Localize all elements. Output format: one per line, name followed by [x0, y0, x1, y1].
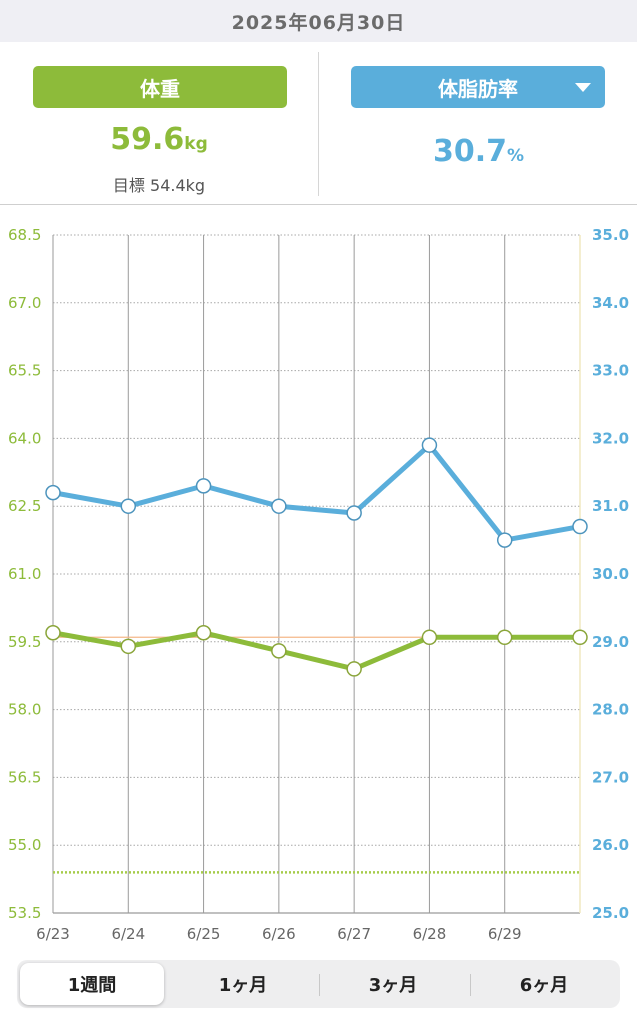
bodyfat-data-point [421, 437, 438, 453]
bodyfat-data-point [195, 478, 212, 494]
left-tick-label: 55.0 [8, 836, 41, 854]
target-weight: 目標 54.4kg [112, 176, 206, 195]
right-tick-label: 28.0 [592, 701, 629, 719]
left-tick-label: 59.5 [8, 633, 41, 651]
bodyfat-unit: % [506, 146, 525, 166]
bodyfat-data-point [45, 484, 61, 501]
weight-series-line [50, 630, 583, 672]
bodyfat-data-point [572, 518, 588, 535]
tab-label: 1ヶ月 [218, 975, 268, 996]
tab-separator [319, 974, 320, 996]
tab-label: 3ヶ月 [368, 975, 418, 996]
right-tick-label: 34.0 [592, 294, 629, 312]
tab-label: 1週間 [67, 975, 117, 996]
left-tick-label: 53.5 [8, 904, 41, 922]
left-tick-label: 61.0 [8, 565, 41, 583]
tab-separator [470, 974, 471, 996]
date-label: 2025年06月30日 [231, 11, 406, 34]
weight-data-point [496, 629, 513, 646]
left-tick-label: 67.0 [8, 294, 41, 312]
right-tick-label: 25.0 [592, 904, 629, 922]
bodyfat-button-label: 体脂肪率 [438, 76, 518, 101]
weight-unit: kg [184, 134, 208, 154]
left-tick-label: 64.0 [8, 429, 41, 447]
chevron-down-icon [575, 83, 591, 92]
tab-1-week[interactable]: 1週間 [20, 963, 164, 1005]
tab-label: 6ヶ月 [519, 975, 569, 996]
weight-panel: 体重 59.6kg 目標 54.4kg [0, 42, 318, 204]
weight-number: 59.6 [110, 122, 185, 157]
x-tick-label: 6/25 [187, 925, 221, 943]
left-tick-label: 62.5 [8, 497, 41, 515]
x-tick-label: 6/24 [111, 925, 145, 943]
left-tick-label: 58.0 [8, 701, 41, 719]
right-tick-label: 33.0 [592, 362, 629, 380]
weight-bodyfat-chart: 68.5 67.0 65.5 64.0 62.5 61.0 59.5 58.0 56.5 55.0… [8, 226, 629, 943]
weight-data-point [45, 625, 61, 641]
bodyfat-value: 30.7% [320, 134, 637, 169]
x-tick-label: 6/26 [262, 925, 296, 943]
x-tick-label: 6/28 [413, 925, 447, 943]
weight-value: 59.6kg [0, 122, 318, 157]
right-tick-label: 32.0 [592, 429, 629, 447]
x-tick-label: 6/29 [488, 925, 522, 943]
left-tick-label: 68.5 [8, 226, 41, 244]
period-tabs: 1週間 1ヶ月 3ヶ月 6ヶ月 [17, 960, 620, 1008]
weight-data-point [421, 629, 438, 646]
bodyfat-number: 30.7 [432, 134, 507, 169]
weight-data-point [346, 661, 362, 677]
tab-1-month[interactable]: 1ヶ月 [171, 963, 315, 1005]
right-tick-label: 26.0 [592, 836, 629, 854]
x-tick-label: 6/27 [337, 925, 371, 943]
bodyfat-data-point [271, 498, 287, 514]
x-tick-label: 6/23 [36, 925, 70, 943]
left-tick-label: 65.5 [8, 362, 41, 380]
weight-data-point [271, 643, 287, 659]
bodyfat-data-point [346, 505, 362, 521]
weight-data-point [572, 629, 588, 646]
right-tick-label: 35.0 [592, 226, 629, 244]
right-tick-label: 31.0 [592, 497, 629, 515]
tab-6-months[interactable]: 6ヶ月 [472, 963, 616, 1005]
date-header: 2025年06月30日 [0, 0, 637, 42]
bodyfat-series-line [50, 442, 583, 543]
weight-button[interactable]: 体重 [33, 66, 287, 108]
bodyfat-data-point [120, 498, 137, 514]
weight-data-point [120, 638, 137, 655]
bodyfat-panel: 体脂肪率 30.7% [320, 42, 637, 204]
header-divider [0, 204, 637, 205]
tab-3-months[interactable]: 3ヶ月 [321, 963, 465, 1005]
right-tick-label: 27.0 [592, 768, 629, 786]
weight-data-point [195, 625, 212, 641]
right-tick-label: 29.0 [592, 633, 629, 651]
bodyfat-data-point [496, 532, 513, 548]
bodyfat-dropdown[interactable]: 体脂肪率 [351, 66, 605, 108]
weight-button-label: 体重 [140, 76, 180, 101]
left-tick-label: 56.5 [8, 768, 41, 786]
panel-divider [318, 52, 319, 196]
right-tick-label: 30.0 [592, 565, 629, 583]
